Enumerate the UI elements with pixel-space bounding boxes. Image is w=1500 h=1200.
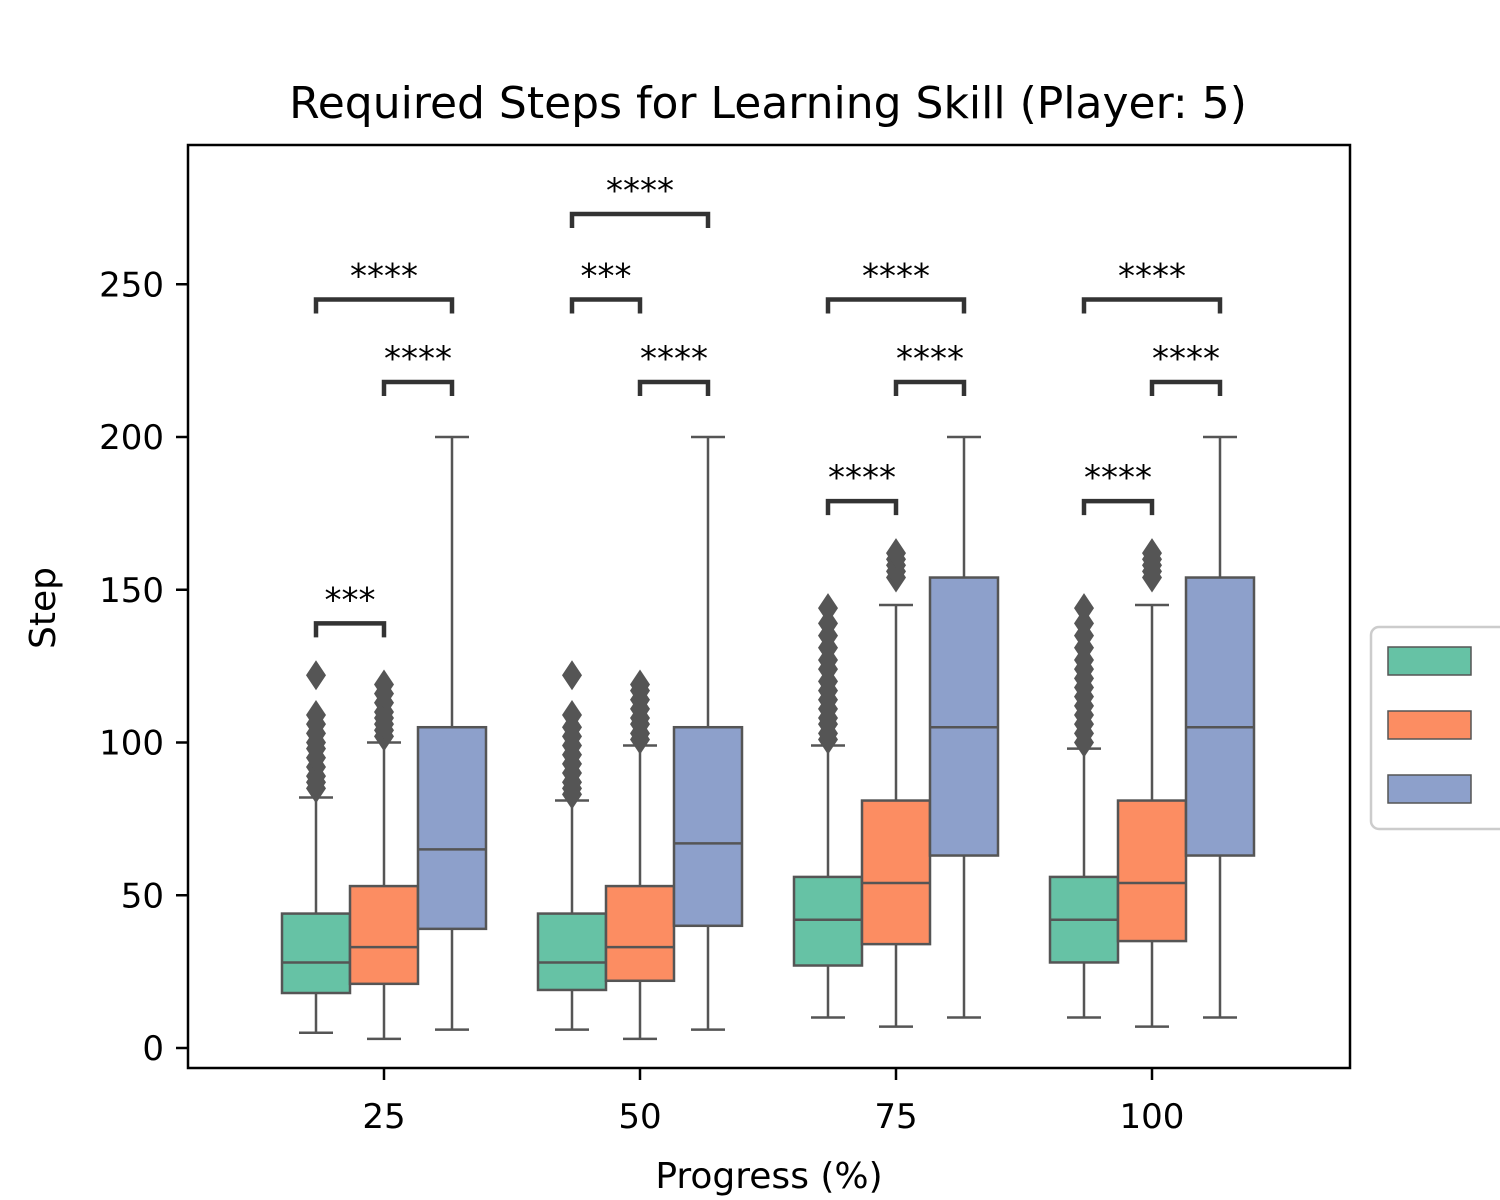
outlier-point	[1142, 538, 1162, 569]
plot-frame	[186, 143, 1352, 1070]
significance-annotation: ****	[1081, 458, 1155, 516]
significance-label: ****	[828, 458, 896, 498]
x-axis: 25 50 75 100	[362, 1068, 1184, 1137]
significance-annotation: ****	[893, 339, 967, 397]
y-tick-label: 200	[99, 418, 164, 458]
significance-annotation: ****	[637, 339, 711, 397]
significance-label: ****	[862, 257, 930, 297]
significance-label: ****	[384, 339, 452, 379]
significance-annotation: ****	[381, 339, 455, 397]
significance-label: ****	[896, 339, 964, 379]
significance-bracket	[313, 297, 455, 314]
significance-bracket	[313, 621, 387, 638]
significance-label: ****	[1084, 458, 1152, 498]
x-tick-label: 25	[362, 1097, 405, 1137]
significance-bracket	[637, 379, 711, 397]
outlier-point	[374, 669, 394, 700]
significance-annotation: ****	[1149, 339, 1223, 397]
outlier-point	[886, 538, 906, 569]
box	[672, 725, 744, 928]
box	[604, 884, 676, 983]
y-tick-label: 50	[121, 876, 164, 916]
significance-label: ****	[606, 171, 674, 211]
significance-bracket	[893, 379, 967, 397]
x-tick-label: 50	[618, 1097, 661, 1137]
significance-bracket	[1149, 379, 1223, 397]
box	[416, 725, 488, 931]
significance-annotation: ****	[313, 257, 455, 314]
box	[536, 912, 608, 992]
significance-bracket	[381, 379, 455, 397]
y-tick-label: 0	[142, 1029, 164, 1069]
outlier-point	[562, 700, 582, 731]
box-group	[536, 660, 608, 1031]
significance-bracket	[825, 297, 967, 314]
box-group	[280, 660, 352, 1034]
significance-annotation: ****	[825, 257, 967, 314]
significance-annotation: ****	[1081, 257, 1223, 314]
significance-label: ***	[581, 257, 632, 297]
significance-bracket	[569, 297, 643, 314]
x-tick-label: 75	[874, 1097, 917, 1137]
outlier-point	[818, 608, 838, 639]
box-group	[416, 435, 488, 1031]
box-group	[792, 593, 864, 1019]
outlier-point	[818, 593, 838, 624]
outlier-point	[630, 669, 650, 700]
legend-swatch	[1387, 774, 1472, 804]
significance-annotation: ***	[313, 580, 387, 638]
box-group	[928, 435, 1000, 1019]
significance-annotation: ****	[569, 171, 711, 228]
significance-label: ****	[1152, 339, 1220, 379]
significance-annotation: ****	[825, 458, 899, 516]
x-axis-label: Progress (%)	[655, 1156, 882, 1197]
significance-label: ***	[325, 580, 376, 620]
y-tick-label: 250	[99, 265, 164, 305]
box-group	[1048, 593, 1120, 1019]
box	[860, 799, 932, 946]
outlier-point	[1074, 608, 1094, 639]
significance-bracket	[569, 211, 711, 228]
outlier-point	[306, 700, 326, 731]
legend	[1369, 625, 1500, 831]
x-tick-label: 100	[1120, 1097, 1185, 1137]
significance-label: ****	[640, 339, 708, 379]
legend-swatch	[1387, 710, 1472, 740]
y-tick-label: 150	[99, 571, 164, 611]
significance-bracket	[825, 498, 899, 516]
significance-label: ****	[350, 257, 418, 297]
outlier-point	[562, 660, 582, 691]
legend-swatch	[1387, 646, 1472, 676]
significance-bracket	[1081, 297, 1223, 314]
box	[928, 576, 1000, 857]
box	[1116, 799, 1188, 943]
box	[280, 912, 352, 995]
box-group	[860, 538, 932, 1028]
box-group	[348, 669, 420, 1041]
box	[792, 875, 864, 967]
chart-title: Required Steps for Learning Skill (Playe…	[289, 78, 1247, 129]
box-group	[604, 669, 676, 1041]
box	[348, 884, 420, 986]
significance-label: ****	[1118, 257, 1186, 297]
box-group	[1184, 435, 1256, 1019]
significance-annotation: ***	[569, 257, 643, 314]
box-group	[1116, 538, 1188, 1028]
outlier-point	[306, 660, 326, 691]
y-axis-label: Step	[23, 567, 64, 649]
outlier-point	[1074, 593, 1094, 624]
y-axis: 0 50 100 150 200 250	[99, 265, 188, 1069]
box-group	[672, 435, 744, 1031]
box	[1184, 576, 1256, 857]
significance-bracket	[1081, 498, 1155, 516]
y-tick-label: 100	[99, 724, 164, 764]
plot-area: ****************************************…	[280, 171, 1256, 1041]
